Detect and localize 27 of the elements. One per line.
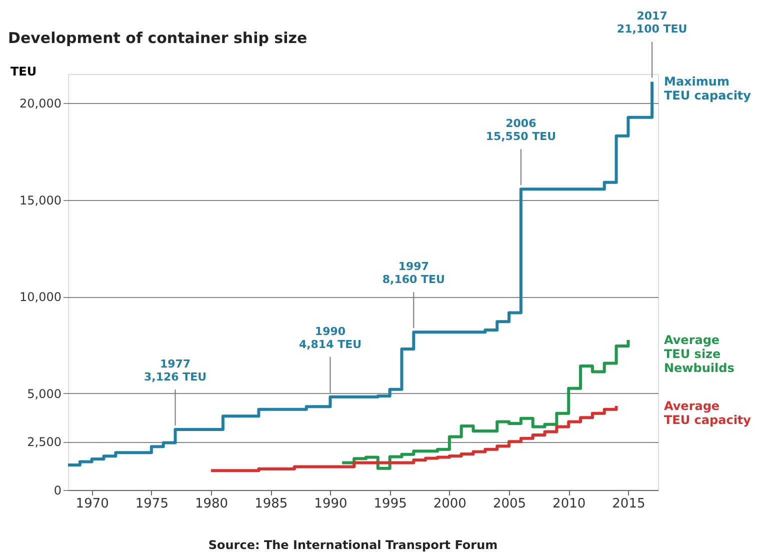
- x-tick-label: 2010: [552, 496, 586, 512]
- annotation: 1997 8,160 TEU: [382, 260, 445, 286]
- x-tick-label: 1970: [76, 496, 109, 512]
- y-tick-label: 15,000: [20, 193, 62, 208]
- annotation: 2006 15,550 TEU: [486, 117, 556, 144]
- x-tick-label: 1985: [254, 496, 288, 512]
- y-tick-label: 20,000: [20, 96, 62, 111]
- text: Average TEU size Newbuilds: [664, 333, 734, 376]
- y-tick-label: 2,500: [27, 435, 62, 450]
- annotation: 1990 4,814 TEU: [298, 324, 362, 351]
- x-tick-label: 2000: [433, 496, 466, 512]
- x-tick-label: 2015: [612, 496, 646, 512]
- x-tick-label: 2005: [492, 496, 526, 512]
- y-tick-label: 10,000: [20, 290, 62, 304]
- annotation: 1977 3,126 TEU: [144, 358, 207, 384]
- x-tick-label: 1990: [314, 496, 348, 512]
- text: Average TEU capacity: [664, 399, 752, 428]
- annotation: 2017 21,100 TEU: [616, 10, 688, 36]
- source-note: Source: The International Transport Forum: [208, 538, 498, 552]
- series-label: Maximum TEU capacity: [664, 74, 752, 103]
- y-axis-title: TEU: [10, 64, 37, 78]
- x-tick-label: 1995: [374, 496, 407, 512]
- chart-title: Development of container ship size: [8, 29, 308, 47]
- x-tick-label: 1980: [194, 496, 228, 512]
- x-tick-label: 1975: [135, 496, 168, 512]
- y-tick-label: 5,000: [27, 386, 62, 401]
- y-tick-label: 0: [54, 484, 62, 498]
